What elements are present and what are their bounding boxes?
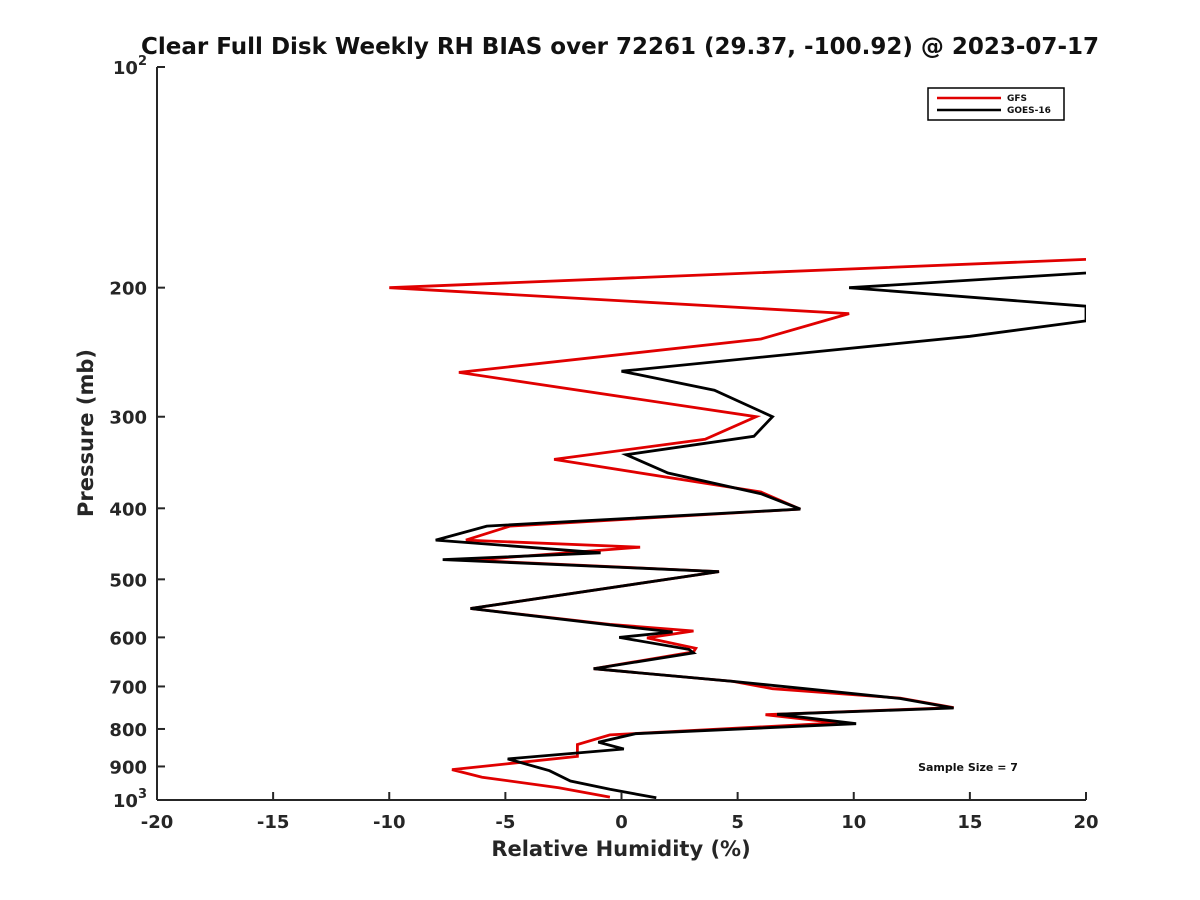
sample-size-annotation: Sample Size = 7: [918, 761, 1018, 774]
x-tick-label: -20: [141, 812, 174, 833]
y-tick-label: 103: [113, 787, 147, 812]
legend-label-gfs: GFS: [1007, 94, 1027, 104]
x-tick-label: -5: [495, 812, 515, 833]
y-tick-label: 500: [109, 570, 147, 591]
plot-area: -20 -15 -10 -5 0 5 10 15 20 102 200 300 400 500 600 700…: [109, 54, 1098, 833]
x-axis-label: Relative Humidity (%): [491, 837, 750, 861]
series-line-goes-16: [435, 271, 1086, 800]
legend-box: [927, 87, 1065, 121]
x-tick-label: 10: [841, 812, 866, 833]
legend: GFS GOES-16: [927, 87, 1065, 121]
y-tick-label: 300: [109, 408, 147, 429]
x-tick-label: 15: [957, 812, 982, 833]
y-tick-label: 900: [109, 757, 147, 778]
x-tick-label: -10: [373, 812, 406, 833]
x-tick-label: 20: [1073, 812, 1098, 833]
y-tick-label: 200: [109, 279, 147, 300]
y-tick-label: 400: [109, 499, 147, 520]
chart-title: Clear Full Disk Weekly RH BIAS over 7226…: [141, 34, 1099, 60]
x-tick-label: 5: [731, 812, 744, 833]
y-axis-label: Pressure (mb): [74, 349, 98, 517]
x-tick-label: -15: [257, 812, 290, 833]
y-tick-label: 800: [109, 720, 147, 741]
series-line-gfs: [389, 258, 1086, 799]
y-tick-label: 600: [109, 628, 147, 649]
y-tick-label: 700: [109, 677, 147, 698]
x-tick-label: 0: [615, 812, 628, 833]
legend-label-goes-16: GOES-16: [1007, 106, 1051, 116]
y-tick-label: 102: [113, 54, 147, 79]
